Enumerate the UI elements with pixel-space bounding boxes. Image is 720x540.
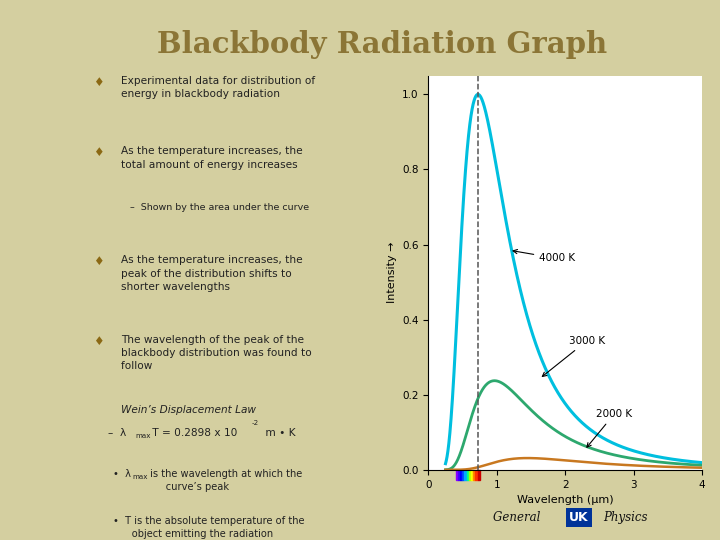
- Text: As the temperature increases, the
peak of the distribution shifts to
shorter wav: As the temperature increases, the peak o…: [121, 255, 302, 292]
- Bar: [460, 470, 462, 480]
- Text: ♦: ♦: [94, 335, 104, 348]
- Text: 4000 K: 4000 K: [513, 249, 575, 264]
- Text: –  λ: – λ: [108, 428, 126, 438]
- Bar: [473, 470, 475, 480]
- Text: ♦: ♦: [94, 146, 104, 159]
- Text: T = 0.2898 x 10: T = 0.2898 x 10: [150, 428, 238, 438]
- Text: UK: UK: [569, 511, 588, 524]
- Text: Physics: Physics: [603, 511, 648, 524]
- Text: ♦: ♦: [94, 255, 104, 268]
- Bar: [471, 470, 473, 480]
- Bar: [477, 470, 480, 480]
- Bar: [464, 470, 467, 480]
- Text: m • K: m • K: [262, 428, 296, 438]
- Text: •  T is the absolute temperature of the
      object emitting the radiation: • T is the absolute temperature of the o…: [114, 516, 305, 539]
- Bar: [467, 470, 469, 480]
- Text: is the wavelength at which the
      curve’s peak: is the wavelength at which the curve’s p…: [147, 469, 302, 492]
- Text: As the temperature increases, the
total amount of energy increases: As the temperature increases, the total …: [121, 146, 302, 170]
- Y-axis label: Intensity →: Intensity →: [387, 242, 397, 303]
- Text: General: General: [493, 511, 544, 524]
- Text: Experimental data for distribution of
energy in blackbody radiation: Experimental data for distribution of en…: [121, 76, 315, 99]
- Text: Blackbody Radiation Graph: Blackbody Radiation Graph: [156, 30, 607, 59]
- X-axis label: Wavelength (μm): Wavelength (μm): [517, 495, 613, 505]
- Bar: [456, 470, 458, 480]
- Text: max: max: [135, 433, 150, 439]
- Bar: [462, 470, 464, 480]
- Text: •  λ: • λ: [114, 469, 132, 478]
- Text: -2: -2: [252, 420, 259, 426]
- Bar: [458, 470, 460, 480]
- Text: ♦: ♦: [94, 76, 104, 89]
- Text: Wein’s Displacement Law: Wein’s Displacement Law: [121, 405, 256, 415]
- Text: –  Shown by the area under the curve: – Shown by the area under the curve: [130, 203, 309, 212]
- Text: The wavelength of the peak of the
blackbody distribution was found to
follow: The wavelength of the peak of the blackb…: [121, 335, 311, 371]
- Text: 2000 K: 2000 K: [587, 409, 632, 447]
- Bar: [475, 470, 477, 480]
- Text: max: max: [132, 474, 148, 480]
- Text: 3000 K: 3000 K: [542, 336, 605, 376]
- Bar: [469, 470, 471, 480]
